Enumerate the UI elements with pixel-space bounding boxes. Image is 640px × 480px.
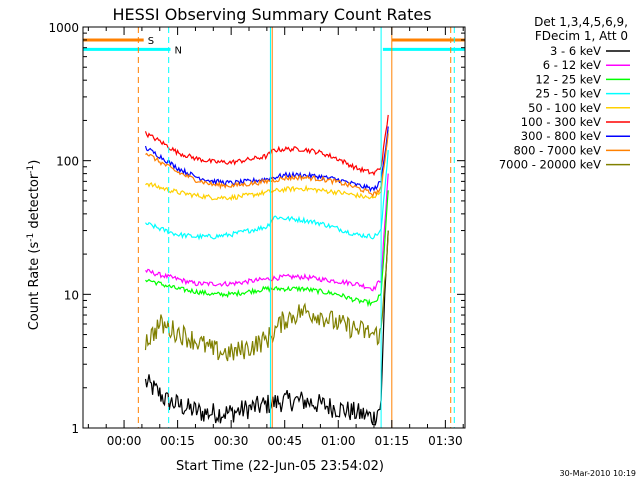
x-tick-label: 01:15 <box>375 434 410 448</box>
series-line-0 <box>144 230 389 426</box>
y-axis-label: Count Rate (s-1 detector-1) <box>26 160 42 331</box>
legend-item-label: 7000 - 20000 keV <box>499 158 601 172</box>
annotation-label-s: S <box>148 36 154 47</box>
x-tick-label: 00:00 <box>107 434 142 448</box>
legend-header-line2: FDecim 1, Att 0 <box>535 29 628 43</box>
x-tick-label: 00:30 <box>214 434 249 448</box>
series-line-8 <box>144 230 389 362</box>
legend-header-line1: Det 1,3,4,5,6,9, <box>534 15 628 29</box>
legend-item-label: 100 - 300 keV <box>521 115 601 129</box>
axes-layer: 00:00 00:15 00:30 00:45 01:00 01:15 01:30 1 10 10… <box>48 21 466 448</box>
legend-item-label: 12 - 25 keV <box>535 72 601 86</box>
y-tick-label: 100 <box>56 155 79 169</box>
x-tick-label: 01:30 <box>428 434 463 448</box>
y-tick-label: 1 <box>71 422 79 436</box>
series-line-6 <box>144 126 389 193</box>
plot-frame <box>82 26 466 429</box>
series-line-5 <box>144 114 389 177</box>
legend-item-label: 3 - 6 keV <box>550 44 601 58</box>
series-line-2 <box>145 190 389 308</box>
series-layer <box>144 114 389 426</box>
y-tick-label: 1000 <box>48 21 79 35</box>
legend-item-label: 6 - 12 keV <box>543 58 601 72</box>
series-line-1 <box>145 173 389 292</box>
y-tick-label: 10 <box>64 288 79 302</box>
legend: Det 1,3,4,5,6,9, FDecim 1, Att 0 3 - 6 k… <box>499 15 630 172</box>
legend-item-label: 50 - 100 keV <box>528 101 601 115</box>
series-line-3 <box>145 150 389 241</box>
annotation-label-n: N <box>174 45 181 56</box>
chart-title: HESSI Observing Summary Count Rates <box>112 5 431 24</box>
legend-item-label: 300 - 800 keV <box>521 129 601 143</box>
timestamp: 30-Mar-2010 10:19 <box>560 469 637 478</box>
legend-item-label: 800 - 7000 keV <box>513 143 601 157</box>
x-tick-label: 01:00 <box>321 434 356 448</box>
markers-layer: SN <box>83 27 465 428</box>
x-tick-label: 00:45 <box>267 434 302 448</box>
x-tick-label: 00:15 <box>160 434 195 448</box>
series-line-4 <box>145 129 389 202</box>
legend-item-label: 25 - 50 keV <box>535 87 601 101</box>
x-axis-label: Start Time (22-Jun-05 23:54:02) <box>176 459 384 474</box>
series-line-7 <box>145 133 389 198</box>
